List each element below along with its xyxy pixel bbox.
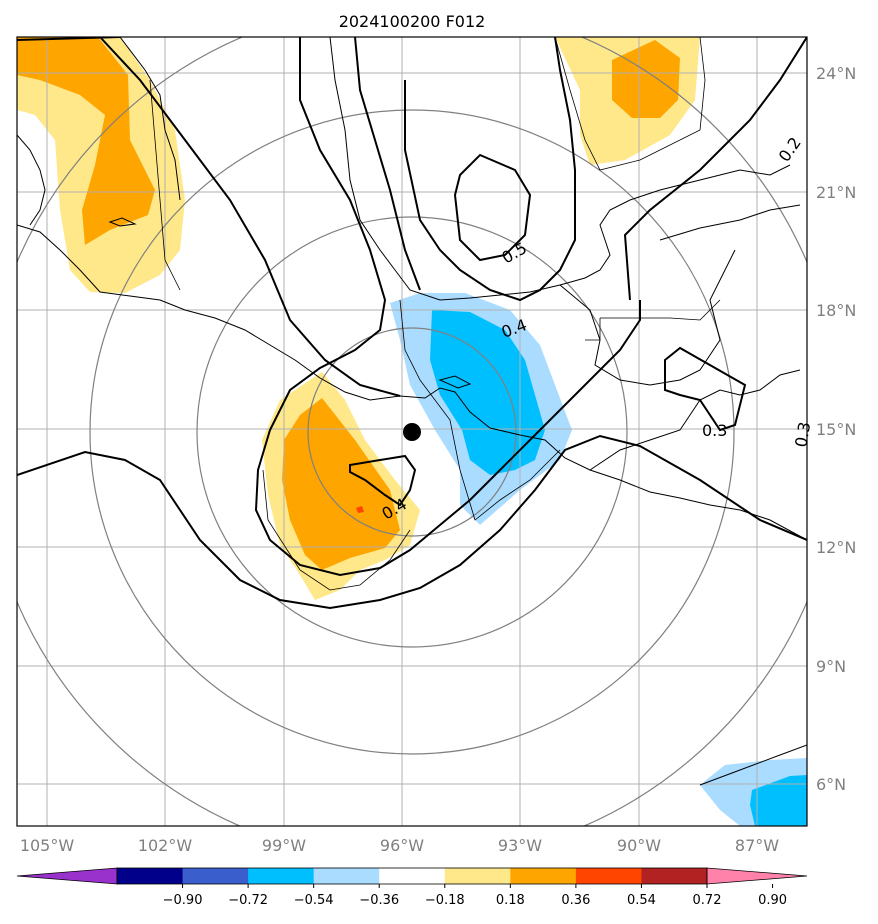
colorbar-segment xyxy=(248,868,315,884)
baja-coast xyxy=(119,37,181,201)
lon-tick-label: 90°W xyxy=(617,836,661,855)
lat-tick-label: 24°N xyxy=(816,64,856,83)
lat-tick-label: 15°N xyxy=(816,420,856,439)
plot-area xyxy=(17,37,807,826)
island-gulf-1 xyxy=(438,375,472,389)
mexico-pacific-coast xyxy=(17,224,807,541)
colorbar-segment xyxy=(313,868,380,884)
colorbar-segment xyxy=(510,868,577,884)
positive-anomaly-center-max xyxy=(356,506,364,513)
colorbar-segment xyxy=(117,868,184,884)
colorbar-tick-label: 0.18 xyxy=(496,893,525,908)
colorbar-extension-min xyxy=(16,867,118,885)
colorbar-segment xyxy=(641,868,708,884)
colorbar-segment xyxy=(575,868,642,884)
contour-0.3-east xyxy=(664,346,747,432)
lon-tick-label: 105°W xyxy=(20,836,75,855)
positive-anomaly-nw-core xyxy=(17,37,155,245)
cuba-coast xyxy=(659,204,801,241)
island-west xyxy=(108,217,137,227)
longitude-ticks: 105°W 102°W 99°W 96°W 93°W 90°W 87°W xyxy=(20,836,779,855)
nw-coast xyxy=(17,134,46,226)
lon-tick-label: 102°W xyxy=(138,836,193,855)
colorbar-tick-label: −0.90 xyxy=(163,893,203,908)
contour-ne xyxy=(623,37,807,301)
colorbar-tick-label: −0.36 xyxy=(359,893,399,908)
contours xyxy=(17,37,807,610)
colorbar: −0.90 −0.72 −0.54 −0.36 −0.18 0.18 0.36 0.54 0.7… xyxy=(16,867,808,908)
lat-tick-label: 6°N xyxy=(816,775,846,794)
contour-0.5 xyxy=(453,153,532,262)
coast-se xyxy=(699,744,807,786)
colorbar-segment xyxy=(444,868,511,884)
colorbar-tick-label: 0.54 xyxy=(627,893,656,908)
lat-tick-label: 18°N xyxy=(816,301,856,320)
colorbar-segment xyxy=(182,868,249,884)
latitude-ticks: 24°N 21°N 18°N 15°N 12°N 9°N 6°N xyxy=(816,64,856,794)
range-rings xyxy=(17,37,807,826)
lat-tick-label: 12°N xyxy=(816,538,856,557)
colorbar-segment xyxy=(379,868,446,884)
map-title: 2024100200 F012 xyxy=(339,12,486,31)
plot-frame xyxy=(16,36,808,827)
colorbar-tick-label: 0.72 xyxy=(693,893,722,908)
contour-0.4-center xyxy=(349,454,417,507)
borders xyxy=(149,37,721,591)
lat-tick-label: 9°N xyxy=(816,657,846,676)
contour-outer xyxy=(17,434,807,610)
colorbar-tick-label: 0.36 xyxy=(561,893,590,908)
lon-tick-label: 96°W xyxy=(380,836,424,855)
lat-tick-label: 21°N xyxy=(816,183,856,202)
colorbar-frame xyxy=(116,867,708,885)
contour-label: 0.3 xyxy=(791,420,814,448)
shaded-fields xyxy=(17,37,807,826)
colorbar-tick-label: −0.54 xyxy=(294,893,334,908)
lon-tick-label: 99°W xyxy=(262,836,306,855)
colorbar-tick-label: −0.18 xyxy=(425,893,465,908)
lon-tick-label: 93°W xyxy=(498,836,542,855)
gridlines xyxy=(17,37,807,826)
contour-label: 0.3 xyxy=(702,421,727,440)
contour-nne xyxy=(354,37,421,291)
colorbar-extension-max xyxy=(706,867,808,885)
colorbar-tick-label: −0.72 xyxy=(228,893,268,908)
negative-anomaly-se-core xyxy=(750,775,807,826)
contour-0.4-east xyxy=(404,37,576,302)
storm-center-marker xyxy=(403,423,421,441)
contour-0.4-west xyxy=(254,37,641,577)
lon-tick-label: 87°W xyxy=(735,836,779,855)
positive-anomaly-ne-core xyxy=(612,40,680,118)
colorbar-tick-label: 0.90 xyxy=(758,893,787,908)
